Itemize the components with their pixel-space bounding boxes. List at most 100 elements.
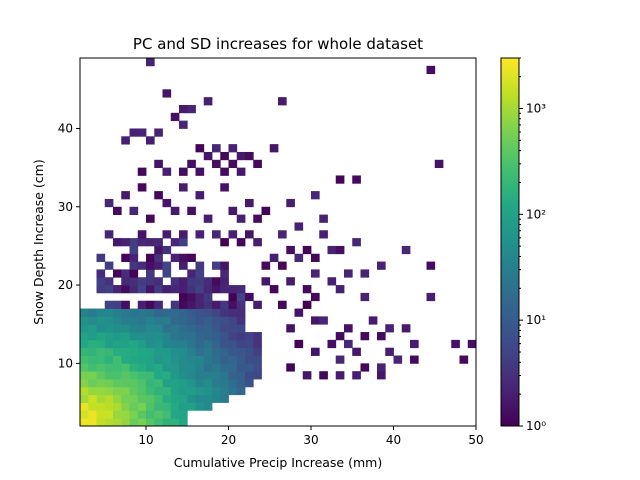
heatmap-cell (236, 308, 246, 317)
heatmap-cell (80, 308, 89, 317)
heatmap-cell (278, 261, 287, 270)
heatmap-cell (121, 316, 130, 325)
heatmap-cell (187, 339, 196, 349)
heatmap-cell (236, 371, 246, 380)
heatmap-cell (129, 238, 139, 247)
x-axis-label: Cumulative Precip Increase (mm) (174, 455, 382, 470)
heatmap-cell (302, 285, 312, 294)
heatmap-cell (294, 253, 304, 262)
heatmap-cell (146, 269, 155, 278)
heatmap-cell (228, 379, 238, 388)
heatmap-cell (459, 355, 469, 364)
heatmap-cell (137, 316, 147, 325)
heatmap-cell (146, 394, 155, 403)
y-axis-label: Snow Depth Increase (cm) (31, 159, 46, 324)
heatmap-cell (170, 285, 180, 294)
colorbar-tick-label: 10⁰ (526, 419, 546, 433)
heatmap-cell (96, 363, 106, 372)
heatmap-cell (113, 386, 122, 396)
heatmap-cell (228, 144, 238, 153)
heatmap-cell (146, 253, 155, 262)
heatmap-cell (335, 245, 345, 255)
heatmap-cell (220, 167, 229, 176)
heatmap-cell (253, 355, 262, 364)
heatmap-cell (154, 347, 163, 356)
heatmap-cell (162, 316, 172, 325)
heatmap-cell (129, 402, 139, 411)
heatmap-cell (385, 347, 394, 356)
heatmap-cell (179, 120, 188, 129)
heatmap-cell (162, 347, 172, 356)
heatmap-cell (220, 285, 229, 294)
heatmap-cell (236, 167, 246, 176)
heatmap-cell (146, 58, 155, 67)
heatmap-cell (137, 371, 147, 380)
heatmap-cell (88, 386, 97, 396)
heatmap-cell (195, 324, 205, 333)
heatmap-cell (261, 261, 271, 270)
heatmap-cell (228, 159, 238, 169)
heatmap-cell (121, 355, 130, 364)
heatmap-cell (154, 300, 163, 309)
heatmap-cell (212, 355, 221, 364)
heatmap-cell (187, 355, 196, 364)
heatmap-cell (187, 371, 196, 380)
heatmap-cell (311, 191, 320, 200)
heatmap-cell (203, 347, 213, 356)
heatmap-cell (137, 363, 147, 372)
heatmap-cell (203, 214, 213, 223)
heatmap-cell (129, 277, 139, 286)
heatmap-cell (245, 371, 254, 380)
y-axis-ticks: 10 20 30 40 (58, 121, 80, 370)
heatmap-cell (245, 379, 254, 388)
heatmap-cell (162, 198, 172, 208)
heatmap-cell (154, 277, 163, 286)
heatmap-cell (203, 324, 213, 333)
heatmap-cell (360, 292, 370, 302)
heatmap-cell (154, 386, 163, 396)
heatmap-cell (88, 324, 97, 333)
heatmap-cell (104, 316, 114, 325)
heatmap-cell (179, 324, 188, 333)
heatmap-cell (286, 277, 295, 286)
heatmap-cell (195, 316, 205, 325)
heatmap-cell (137, 300, 147, 309)
heatmap-cell (170, 324, 180, 333)
heatmap-cell (80, 418, 89, 426)
heatmap-cell (113, 347, 122, 356)
heatmap-cell (203, 363, 213, 372)
heatmap-cell (410, 355, 419, 364)
heatmap-cell (195, 308, 205, 317)
heatmap-cell (146, 136, 155, 145)
heatmap-cell (154, 316, 163, 325)
heatmap-cell (88, 347, 97, 356)
heatmap-cell (228, 363, 238, 372)
heatmap-cell (121, 347, 130, 356)
heatmap-cell (88, 394, 97, 403)
heatmap-cell (179, 363, 188, 372)
heatmap-cell (113, 394, 122, 403)
heatmap-cell (88, 332, 97, 341)
heatmap-cell (253, 339, 262, 349)
heatmap-cell (170, 308, 180, 317)
heatmap-cell (113, 363, 122, 372)
heatmap-cell (80, 363, 89, 372)
heatmap-cell (146, 410, 155, 419)
x-tick-label: 20 (221, 433, 236, 447)
heatmap-cell (146, 332, 155, 341)
heatmap-cell (121, 410, 130, 419)
heatmap-cell (96, 371, 106, 380)
heatmap-cell (162, 386, 172, 396)
heatmap-cell (162, 418, 172, 426)
heatmap-cell (220, 386, 229, 396)
y-tick-label: 40 (58, 121, 73, 135)
heatmap-cell (113, 285, 122, 294)
heatmap-cell (96, 410, 106, 419)
heatmap-cell (220, 238, 229, 247)
heatmap-cell (137, 285, 147, 294)
heatmap-cell (137, 394, 147, 403)
heatmap-cell (162, 245, 172, 255)
heatmap-cell (170, 206, 180, 215)
heatmap-cell (162, 410, 172, 419)
heatmap-cell (401, 245, 411, 255)
